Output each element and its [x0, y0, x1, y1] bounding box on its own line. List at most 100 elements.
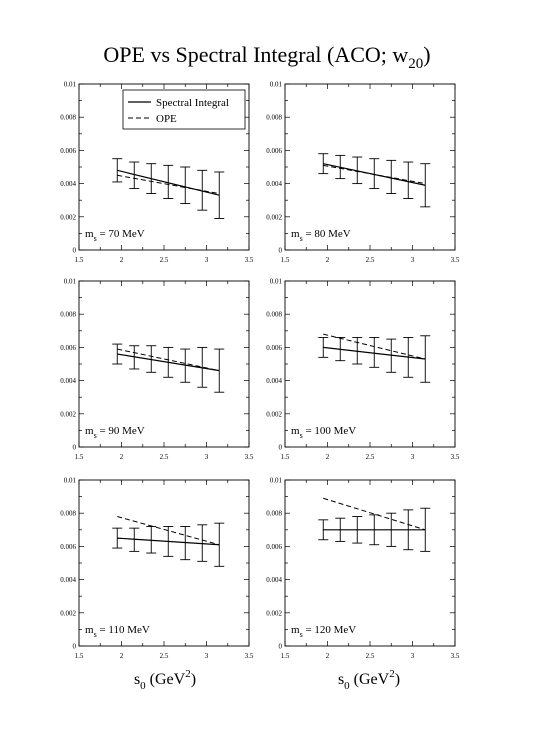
- mass-annotation: ms = 80 MeV: [291, 228, 351, 243]
- y-tick-label: 0.006: [60, 147, 76, 155]
- spectral-integral-series-line: [117, 169, 220, 196]
- y-tick-label: 0.002: [266, 609, 282, 617]
- x-tick-label: 1.5: [75, 256, 84, 264]
- panel-row2-col1: 1.5 2 2.5 3 3.5 0 0.002 0.004 0.006 0.008 0.01 ms =…: [60, 278, 254, 462]
- plot-frame: [78, 280, 250, 448]
- ope-series-line: [323, 333, 426, 360]
- x-tick-label: 3.5: [245, 652, 254, 660]
- x-tick-label: 3: [205, 256, 209, 264]
- plot-frame: [284, 479, 456, 647]
- x-tick-label: 3.5: [245, 256, 254, 264]
- ope-series-line: [117, 516, 220, 546]
- y-tick-label: 0.004: [266, 180, 282, 188]
- ope-series-line: [117, 348, 220, 372]
- x-tick-label: 3.5: [451, 256, 460, 264]
- y-tick-label: 0.008: [266, 510, 282, 518]
- panel-row1-col1: 1.5 2 2.5 3 3.5 0 0.002 0.004 0.006 0.008 0.01 Spec…: [60, 81, 254, 265]
- panel-row1-col2: 1.5 2 2.5 3 3.5 0 0.002 0.004 0.006 0.008 0.01 ms =…: [266, 81, 460, 265]
- panels: 1.5 2 2.5 3 3.5 0 0.002 0.004 0.006 0.008 0.01 Spec…: [60, 81, 460, 661]
- y-tick-label: 0.008: [60, 114, 76, 122]
- spectral-integral-series-line: [117, 353, 220, 372]
- plot-frame: [78, 479, 250, 647]
- y-tick-label: 0.004: [60, 576, 76, 584]
- legend-label: OPE: [156, 113, 177, 125]
- y-tick-label: 0.002: [266, 410, 282, 418]
- y-tick-label: 0.008: [266, 114, 282, 122]
- y-tick-label: 0.002: [60, 213, 76, 221]
- y-tick-label: 0.01: [64, 81, 77, 89]
- x-tick-label: 2: [326, 256, 330, 264]
- x-tick-label: 2: [326, 453, 330, 461]
- spectral-integral-series-line: [323, 346, 426, 360]
- y-tick-label: 0.004: [60, 377, 76, 385]
- x-axis-label-right: s0 (GeV2): [338, 668, 400, 692]
- x-tick-label: 2.5: [160, 652, 169, 660]
- legend-box: [122, 89, 246, 130]
- panel-row3-col1: 1.5 2 2.5 3 3.5 0 0.002 0.004 0.006 0.008 0.01 ms =…: [60, 477, 254, 661]
- ope-series-line: [323, 164, 426, 185]
- figure-title: OPE vs Spectral Integral (ACO; w20): [103, 42, 430, 72]
- mass-annotation: ms = 110 MeV: [85, 624, 150, 639]
- y-tick-label: 0.006: [266, 543, 282, 551]
- x-axis-label-left: s0 (GeV2): [134, 668, 196, 692]
- x-tick-label: 2.5: [160, 453, 169, 461]
- x-tick-label: 2: [326, 652, 330, 660]
- y-tick-label: 0.004: [266, 576, 282, 584]
- x-tick-label: 3: [205, 652, 209, 660]
- y-tick-label: 0: [73, 247, 77, 255]
- x-tick-label: 1.5: [281, 652, 290, 660]
- x-tick-label: 3.5: [245, 453, 254, 461]
- y-tick-label: 0.006: [266, 344, 282, 352]
- mass-annotation: ms = 120 MeV: [291, 624, 356, 639]
- x-tick-label: 2: [120, 652, 124, 660]
- y-tick-label: 0.008: [266, 311, 282, 319]
- y-tick-label: 0.004: [60, 180, 76, 188]
- plot-frame: [284, 280, 456, 448]
- y-tick-label: 0: [73, 643, 77, 651]
- x-tick-label: 1.5: [75, 453, 84, 461]
- ope-series-line: [117, 174, 220, 195]
- x-tick-label: 2: [120, 453, 124, 461]
- mass-annotation: ms = 70 MeV: [85, 228, 145, 243]
- x-tick-label: 2.5: [366, 453, 375, 461]
- x-tick-label: 2.5: [160, 256, 169, 264]
- x-tick-label: 2.5: [366, 652, 375, 660]
- x-tick-label: 1.5: [281, 453, 290, 461]
- y-tick-label: 0.01: [270, 477, 283, 485]
- y-tick-label: 0.002: [60, 410, 76, 418]
- y-tick-label: 0.006: [266, 147, 282, 155]
- y-tick-label: 0.01: [64, 477, 77, 485]
- y-tick-label: 0.004: [266, 377, 282, 385]
- y-tick-label: 0: [279, 444, 283, 452]
- y-tick-label: 0.006: [60, 543, 76, 551]
- y-tick-label: 0: [279, 643, 283, 651]
- y-tick-label: 0.01: [270, 278, 283, 286]
- y-tick-label: 0.006: [60, 344, 76, 352]
- y-tick-label: 0.01: [64, 278, 77, 286]
- y-tick-label: 0.002: [266, 213, 282, 221]
- panel-row3-col2: 1.5 2 2.5 3 3.5 0 0.002 0.004 0.006 0.008 0.01 ms =…: [266, 477, 460, 661]
- y-tick-label: 0.002: [60, 609, 76, 617]
- x-tick-label: 3: [411, 256, 415, 264]
- x-tick-label: 3.5: [451, 652, 460, 660]
- plot-frame: [284, 83, 456, 251]
- mass-annotation: ms = 90 MeV: [85, 425, 145, 440]
- y-tick-label: 0.008: [60, 510, 76, 518]
- spectral-integral-series-line: [117, 537, 220, 546]
- x-tick-label: 1.5: [281, 256, 290, 264]
- mass-annotation: ms = 100 MeV: [291, 425, 356, 440]
- x-tick-label: 1.5: [75, 652, 84, 660]
- y-tick-label: 0: [279, 247, 283, 255]
- x-tick-label: 3: [411, 453, 415, 461]
- legend-label: Spectral Integral: [156, 97, 229, 109]
- y-tick-label: 0.01: [270, 81, 283, 89]
- x-tick-label: 2.5: [366, 256, 375, 264]
- y-tick-label: 0: [73, 444, 77, 452]
- x-tick-label: 3.5: [451, 453, 460, 461]
- y-tick-label: 0.008: [60, 311, 76, 319]
- x-tick-label: 3: [205, 453, 209, 461]
- panel-row2-col2: 1.5 2 2.5 3 3.5 0 0.002 0.004 0.006 0.008 0.01 ms =…: [266, 278, 460, 462]
- ope-series-line: [323, 497, 426, 531]
- x-tick-label: 2: [120, 256, 124, 264]
